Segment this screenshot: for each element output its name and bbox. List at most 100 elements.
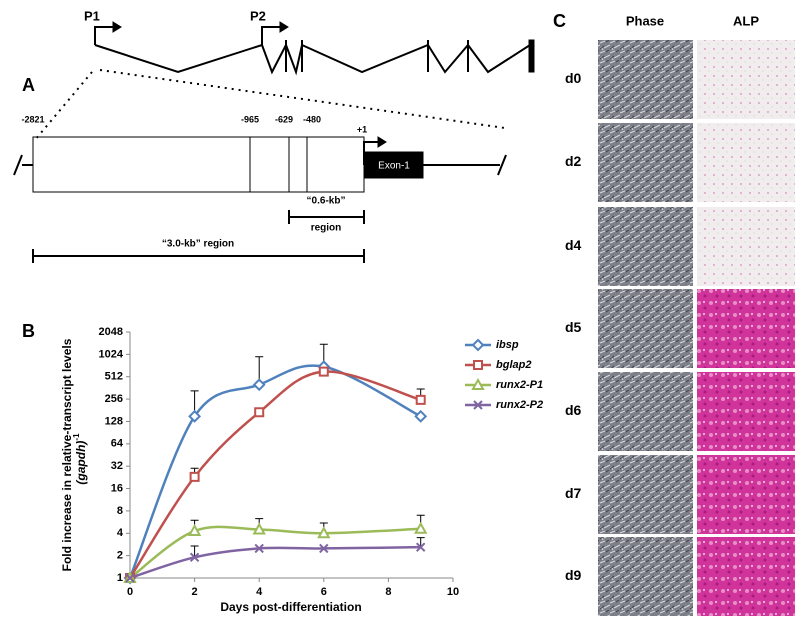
- position-label: -2821: [21, 114, 44, 124]
- marker: [319, 543, 329, 554]
- region-bracket: [32, 249, 365, 263]
- x-tick-label: 10: [447, 586, 459, 598]
- promoter-arrow: [94, 26, 113, 45]
- y-tick-label: 8: [117, 505, 123, 517]
- row-label: d9: [565, 567, 582, 583]
- micrograph-phase: [598, 40, 693, 119]
- error-bar: [190, 545, 199, 558]
- panel-label: C: [553, 11, 566, 31]
- region-bracket: [288, 210, 365, 224]
- panel-c: d0 d2 d4 d5 d6 d7 d9: [565, 40, 795, 616]
- column-label: Phase: [626, 13, 664, 28]
- row-label: d4: [565, 237, 582, 253]
- marker: [473, 360, 483, 370]
- micrograph-phase: [598, 289, 693, 368]
- marker: [189, 471, 200, 482]
- row-label: d2: [565, 153, 582, 169]
- y-tick-label: 2: [117, 550, 123, 562]
- y-axis-title: Fold increase in relative-transcript lev…: [60, 338, 88, 571]
- error-bar: [416, 537, 425, 548]
- zoom-line: [34, 69, 506, 141]
- y-tick-label: 512: [105, 371, 123, 383]
- y-axis-label: Fold increase in relative-transcript lev…: [60, 338, 74, 571]
- arrowhead: [279, 21, 289, 33]
- y-tick-label: 4: [117, 527, 124, 539]
- position-label: +1: [357, 124, 367, 134]
- micrograph-alp: [697, 289, 795, 368]
- y-tick-label: 32: [111, 460, 123, 472]
- marker: [188, 409, 202, 423]
- exon-mark: [528, 39, 535, 73]
- micrograph-phase: [598, 372, 693, 451]
- micrograph-alp: [697, 207, 795, 286]
- marker: [252, 522, 266, 535]
- marker: [125, 573, 135, 583]
- series-line: [129, 545, 421, 580]
- marker: [254, 543, 264, 554]
- micrograph-alp: [697, 455, 795, 534]
- x-axis-label: Days post-differentiation: [220, 600, 361, 614]
- position-label: -480: [303, 114, 321, 124]
- y-tick-label: 1: [117, 572, 123, 584]
- marker: [189, 552, 200, 562]
- promoter-label: P1: [84, 8, 100, 23]
- position-lines: [249, 137, 308, 192]
- row-label: d7: [565, 485, 582, 501]
- position-label: -629: [275, 114, 293, 124]
- marker: [414, 409, 428, 423]
- panel-label: B: [22, 321, 35, 341]
- marker: [415, 542, 426, 552]
- micrograph-phase: [598, 207, 693, 286]
- panel-label: A: [22, 75, 35, 95]
- series-line: [129, 525, 421, 580]
- marker: [187, 523, 202, 536]
- marker: [471, 338, 485, 352]
- region-label: “3.0-kb” region: [162, 239, 234, 250]
- micrograph-alp: [697, 372, 795, 451]
- legend-label: runx2-P2: [496, 399, 543, 411]
- micrograph-alp: [697, 123, 795, 202]
- y-tick-label: 128: [105, 415, 123, 427]
- promoter-box: [32, 136, 365, 193]
- x-tick-label: 0: [127, 586, 133, 598]
- panel-a: [13, 21, 535, 263]
- row-label: d5: [565, 319, 582, 335]
- marker: [473, 400, 483, 410]
- y-axis-label-sup: -1: [72, 433, 81, 441]
- tss-arrow: [363, 141, 378, 165]
- position-label: -965: [241, 114, 259, 124]
- marker: [254, 407, 265, 418]
- column-label: ALP: [733, 13, 759, 28]
- legend-label: runx2-P1: [496, 379, 543, 391]
- y-tick-label: 64: [111, 438, 124, 450]
- micrograph-alp: [697, 40, 795, 119]
- x-tick-label: 4: [256, 586, 263, 598]
- legend-label: bglap2: [496, 359, 531, 371]
- region-label: region: [311, 223, 342, 234]
- exon-label: Exon-1: [378, 161, 410, 172]
- arrowhead: [377, 136, 387, 148]
- y-tick-label: 16: [111, 482, 123, 494]
- exon-marks: [285, 40, 469, 72]
- x-tick-label: 6: [321, 586, 327, 598]
- row-label: d6: [565, 402, 582, 418]
- gene-structure: [94, 42, 533, 76]
- x-tick-label: 2: [192, 586, 198, 598]
- y-axis-label-part: (gapdh): [74, 441, 88, 485]
- promoter-arrow: [261, 26, 280, 45]
- break-mark: [13, 154, 507, 176]
- marker: [252, 378, 266, 392]
- marker: [414, 521, 428, 534]
- marker: [471, 377, 485, 390]
- micrograph-phase: [598, 123, 693, 202]
- y-tick-label: 256: [105, 393, 123, 405]
- y-tick-label: 1024: [99, 348, 124, 360]
- x-tick-label: 8: [385, 586, 391, 598]
- y-axis-label: (gapdh)-1: [72, 433, 88, 485]
- micrograph-phase: [598, 455, 693, 534]
- marker: [415, 394, 426, 405]
- micrograph-phase: [598, 537, 693, 616]
- promoter-label: P2: [250, 8, 266, 23]
